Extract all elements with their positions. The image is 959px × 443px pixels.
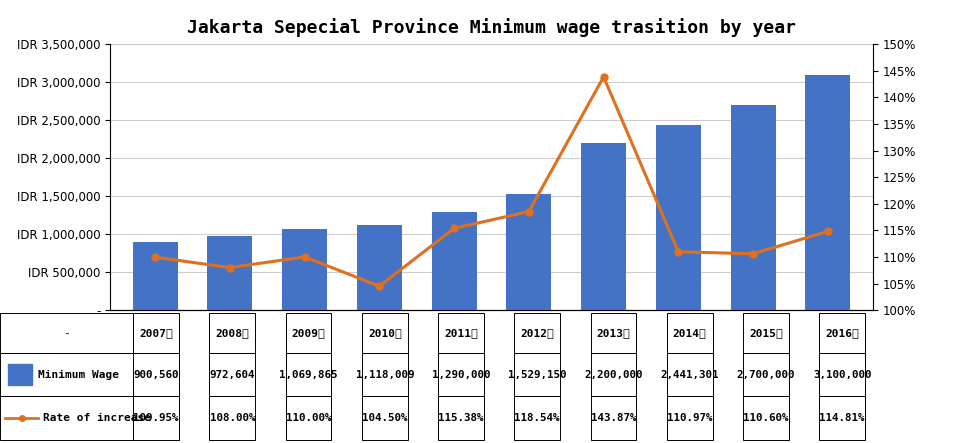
Text: 2014年: 2014年: [673, 328, 707, 338]
Bar: [438, 313, 484, 353]
Text: 110.97%: 110.97%: [667, 413, 713, 424]
Bar: [132, 242, 177, 310]
Bar: [0, 396, 133, 440]
Text: 2012年: 2012年: [521, 328, 554, 338]
Bar: [286, 353, 332, 396]
Bar: [581, 143, 626, 310]
Bar: [133, 313, 179, 353]
Text: 110.00%: 110.00%: [286, 413, 331, 424]
Text: 2016年: 2016年: [826, 328, 859, 338]
Text: 2,200,000: 2,200,000: [584, 369, 643, 380]
Text: 2008年: 2008年: [216, 328, 249, 338]
Text: 1,529,150: 1,529,150: [508, 369, 567, 380]
Text: Minimum Wage: Minimum Wage: [38, 369, 119, 380]
Bar: [207, 236, 252, 310]
Bar: [0, 353, 133, 396]
Bar: [209, 396, 255, 440]
Text: 2007年: 2007年: [139, 328, 173, 338]
Text: 2,700,000: 2,700,000: [737, 369, 795, 380]
Text: 118.54%: 118.54%: [514, 413, 560, 424]
Text: 2011年: 2011年: [444, 328, 478, 338]
Bar: [286, 396, 332, 440]
Bar: [362, 353, 408, 396]
Text: 109.95%: 109.95%: [133, 413, 178, 424]
Bar: [514, 353, 560, 396]
Text: 114.81%: 114.81%: [819, 413, 865, 424]
Bar: [667, 313, 713, 353]
Text: 3,100,000: 3,100,000: [813, 369, 872, 380]
Text: 2015年: 2015年: [749, 328, 783, 338]
Bar: [357, 225, 402, 310]
Bar: [591, 313, 637, 353]
Text: 1,290,000: 1,290,000: [432, 369, 490, 380]
Bar: [591, 353, 637, 396]
Bar: [362, 396, 408, 440]
Bar: [0, 313, 133, 353]
Bar: [667, 353, 713, 396]
Bar: [282, 229, 327, 310]
Bar: [514, 313, 560, 353]
Text: 104.50%: 104.50%: [362, 413, 408, 424]
Bar: [8, 364, 32, 385]
Bar: [819, 396, 865, 440]
Title: Jakarta Sepecial Province Minimum wage trasition by year: Jakarta Sepecial Province Minimum wage t…: [187, 18, 796, 37]
Bar: [743, 396, 789, 440]
Bar: [209, 353, 255, 396]
Bar: [438, 353, 484, 396]
Text: Rate of increase: Rate of increase: [43, 413, 152, 424]
Text: 2010年: 2010年: [368, 328, 402, 338]
Text: 143.87%: 143.87%: [591, 413, 636, 424]
Bar: [133, 353, 179, 396]
Bar: [506, 194, 551, 310]
Text: 2009年: 2009年: [292, 328, 325, 338]
Text: 108.00%: 108.00%: [209, 413, 255, 424]
Text: 110.60%: 110.60%: [743, 413, 788, 424]
Bar: [209, 313, 255, 353]
Bar: [806, 75, 851, 310]
Bar: [656, 124, 701, 310]
Text: -: -: [63, 328, 70, 338]
Text: 1,069,865: 1,069,865: [279, 369, 338, 380]
Bar: [667, 396, 713, 440]
Text: 2,441,301: 2,441,301: [661, 369, 719, 380]
Text: 2013年: 2013年: [596, 328, 630, 338]
Bar: [286, 313, 332, 353]
Text: 900,560: 900,560: [133, 369, 178, 380]
Bar: [819, 353, 865, 396]
Bar: [514, 396, 560, 440]
Bar: [362, 313, 408, 353]
Text: 1,118,009: 1,118,009: [356, 369, 414, 380]
Bar: [438, 396, 484, 440]
Bar: [819, 313, 865, 353]
Bar: [731, 105, 776, 310]
Bar: [432, 212, 477, 310]
Text: 972,604: 972,604: [209, 369, 255, 380]
Bar: [743, 313, 789, 353]
Bar: [133, 396, 179, 440]
Bar: [591, 396, 637, 440]
Bar: [743, 353, 789, 396]
Text: 115.38%: 115.38%: [438, 413, 483, 424]
